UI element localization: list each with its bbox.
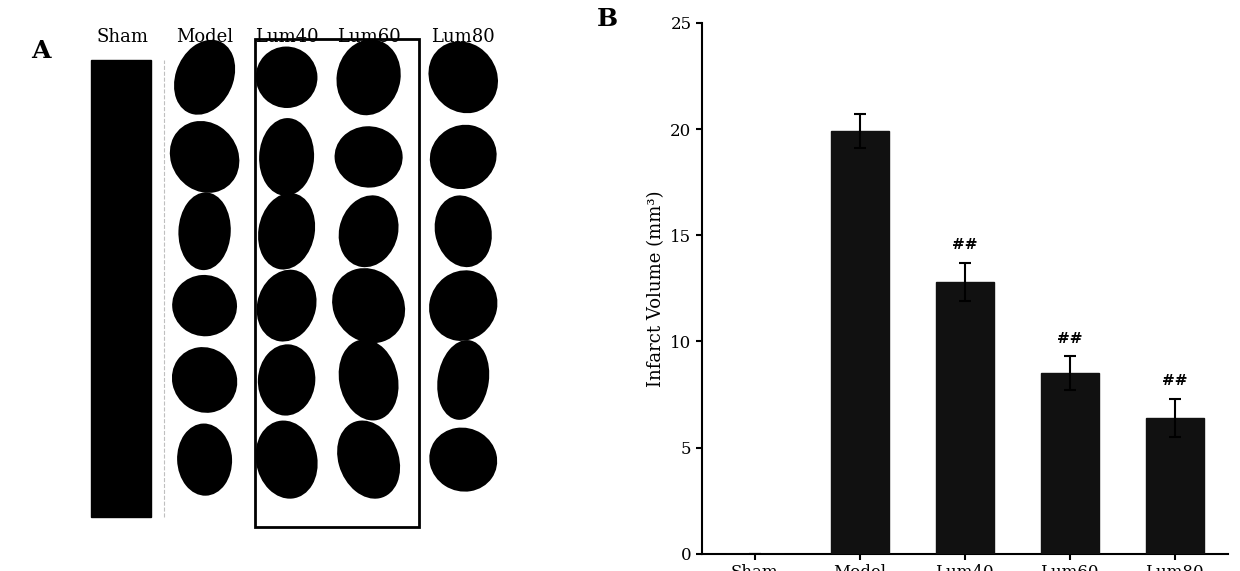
Text: Lum80: Lum80 [432, 28, 495, 46]
Bar [255, 39, 419, 528]
Bar [91, 60, 151, 517]
Bar [831, 131, 889, 554]
Ellipse shape [429, 270, 497, 341]
Bar [936, 282, 993, 554]
Ellipse shape [258, 344, 315, 416]
Text: Sham: Sham [97, 28, 149, 46]
Y-axis label: Infarct Volume (mm³): Infarct Volume (mm³) [647, 190, 665, 387]
Ellipse shape [336, 39, 401, 115]
Text: ##: ## [1162, 374, 1188, 388]
Bar [1040, 373, 1099, 554]
Ellipse shape [339, 339, 398, 420]
Text: Lum40: Lum40 [254, 28, 319, 46]
Ellipse shape [172, 347, 237, 413]
Text: ##: ## [1056, 332, 1083, 345]
Text: Lum60: Lum60 [337, 28, 401, 46]
Ellipse shape [255, 421, 317, 498]
Ellipse shape [174, 40, 236, 115]
Text: Model: Model [176, 28, 233, 46]
Ellipse shape [179, 192, 231, 270]
Text: ##: ## [952, 238, 977, 252]
Ellipse shape [257, 270, 316, 341]
Bar [1146, 418, 1204, 554]
Ellipse shape [429, 41, 498, 113]
Text: A: A [31, 39, 51, 63]
Text: B: B [596, 7, 618, 31]
Ellipse shape [170, 121, 239, 193]
Ellipse shape [172, 275, 237, 336]
Ellipse shape [429, 428, 497, 492]
Ellipse shape [258, 193, 315, 270]
Ellipse shape [339, 195, 398, 267]
Ellipse shape [332, 268, 405, 343]
Ellipse shape [335, 126, 403, 188]
Ellipse shape [438, 340, 490, 420]
Ellipse shape [255, 46, 317, 108]
Ellipse shape [259, 118, 314, 196]
Ellipse shape [435, 195, 492, 267]
Ellipse shape [430, 124, 497, 189]
Ellipse shape [177, 424, 232, 496]
Ellipse shape [337, 420, 401, 498]
